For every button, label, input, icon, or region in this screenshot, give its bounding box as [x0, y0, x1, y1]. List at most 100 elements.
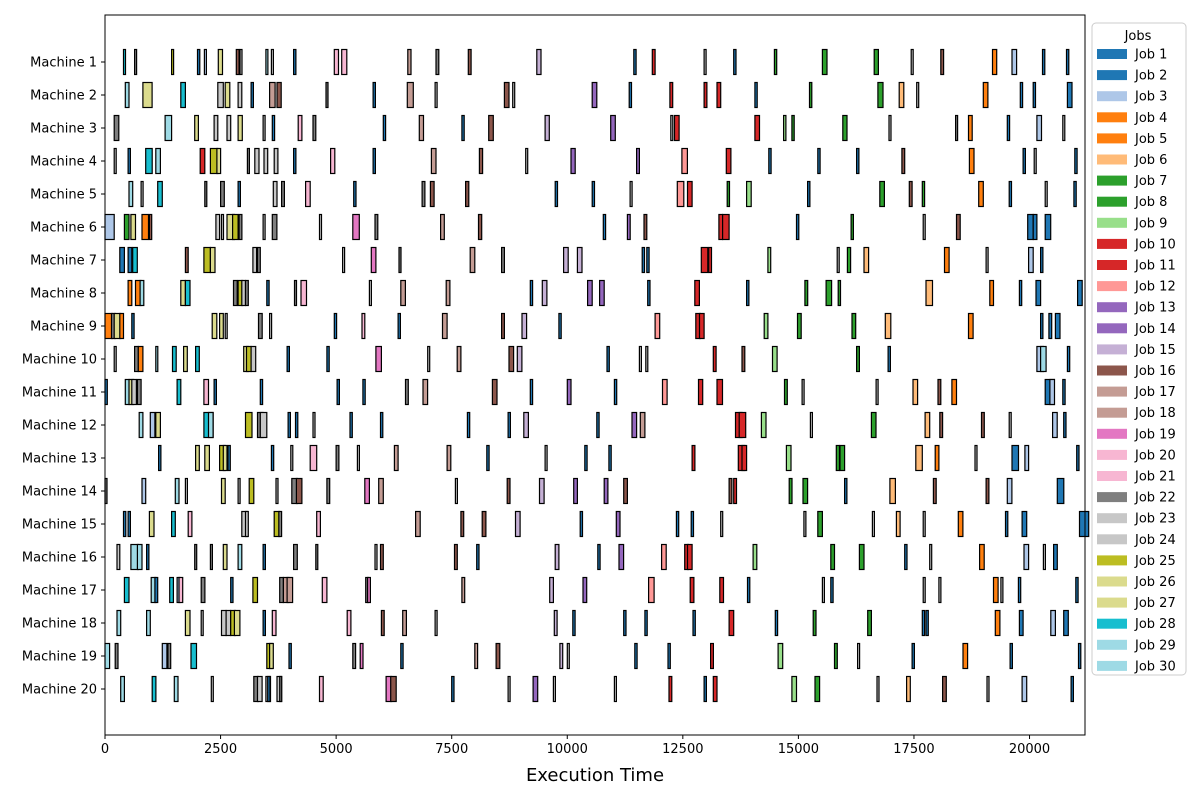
- task-bar-job-6: [889, 477, 897, 505]
- task-bar-job-25: [248, 477, 255, 505]
- task-bar-job-23: [116, 543, 121, 571]
- task-bar-job-8: [783, 378, 788, 406]
- task-bar-job-24: [254, 147, 260, 175]
- task-bar-job-21: [187, 510, 193, 538]
- task-bar-job-5: [992, 576, 999, 604]
- plot-frame: [104, 14, 1086, 736]
- task-bar-job-1: [733, 48, 737, 76]
- task-bar-job-22: [293, 543, 298, 571]
- task-bar-job-2: [1044, 213, 1052, 241]
- task-bar-job-7: [802, 477, 809, 505]
- task-bar-job-16: [955, 213, 961, 241]
- task-bar-job-1: [911, 642, 915, 670]
- task-bar-job-1: [774, 609, 779, 637]
- task-bar-job-26: [217, 48, 224, 76]
- task-bar-job-8: [855, 345, 860, 373]
- task-bar-job-23: [922, 510, 926, 538]
- task-bar-job-6: [895, 510, 901, 538]
- task-bar-job-23: [270, 48, 274, 76]
- task-bar-job-17: [474, 642, 479, 670]
- task-bar-job-15: [553, 609, 558, 637]
- task-bar-job-2: [1063, 609, 1069, 637]
- task-bar-job-16: [495, 642, 501, 670]
- task-bar-job-15: [544, 114, 550, 142]
- task-bar-job-13: [582, 576, 588, 604]
- task-bar-job-10: [669, 81, 674, 109]
- task-bar-job-5: [934, 444, 940, 472]
- task-bar-job-1: [1066, 345, 1071, 373]
- task-bar-job-23: [290, 444, 294, 472]
- task-bar-job-5: [127, 279, 133, 307]
- task-bar-job-29: [237, 543, 243, 571]
- task-bar-job-15: [516, 345, 523, 373]
- y-tick-label: Machine 16: [22, 551, 97, 566]
- task-bar-job-25: [245, 345, 252, 373]
- task-bar-job-12: [681, 147, 689, 175]
- y-tick-label: Machine 7: [30, 254, 97, 269]
- task-bar-job-23: [259, 411, 268, 439]
- task-bar-job-9: [771, 345, 778, 373]
- task-bar-job-10: [719, 576, 725, 604]
- task-bar-job-23: [525, 147, 529, 175]
- task-bar-job-27: [269, 642, 274, 670]
- task-bar-job-15: [559, 642, 564, 670]
- task-bar-job-23: [645, 345, 649, 373]
- legend-swatch: [1097, 449, 1127, 460]
- task-bar-job-24: [263, 147, 269, 175]
- legend-swatch: [1097, 555, 1127, 566]
- task-bar-job-19: [367, 576, 372, 604]
- task-bar-job-3: [1036, 114, 1043, 142]
- task-bar-job-16: [429, 180, 435, 208]
- legend-swatch: [1097, 260, 1127, 270]
- task-bar-job-23: [985, 246, 989, 274]
- task-bar-job-23: [507, 675, 511, 703]
- y-axis: Machine 1 Machine 2 Machine 3 Machine 4 Mach…: [22, 56, 105, 698]
- task-bar-job-18: [286, 576, 294, 604]
- task-bar-job-23: [876, 675, 880, 703]
- task-bar-job-23: [1033, 147, 1037, 175]
- task-bar-job-16: [937, 378, 942, 406]
- legend-label: Job 11: [1134, 259, 1176, 274]
- task-bar-job-15: [514, 510, 521, 538]
- task-bar-job-22: [167, 642, 172, 670]
- task-bar-job-29: [116, 609, 122, 637]
- task-bar-job-1: [634, 642, 638, 670]
- task-bar-job-22: [194, 543, 198, 571]
- task-bar-job-9: [767, 246, 772, 274]
- task-bar-job-11: [686, 543, 693, 571]
- task-bar-job-7: [873, 48, 880, 76]
- task-bar-job-3: [1027, 246, 1034, 274]
- task-bar-job-1: [466, 411, 471, 439]
- task-bar-job-22: [954, 114, 959, 142]
- task-bar-job-23: [629, 180, 633, 208]
- x-axis: 0 2500 5000 7500 10000 12500 15000 17500 20000: [101, 735, 1050, 757]
- task-bar-job-4: [957, 510, 964, 538]
- task-bar-job-22: [279, 675, 283, 703]
- task-bar-job-16: [908, 180, 913, 208]
- task-bar-job-2: [1018, 609, 1024, 637]
- task-bar-job-14: [626, 213, 631, 241]
- task-bar-job-1: [597, 543, 601, 571]
- task-bar-job-20: [300, 279, 308, 307]
- task-bar-job-17: [418, 114, 425, 142]
- task-bar-job-23: [1042, 543, 1047, 571]
- task-bar-job-23: [356, 444, 360, 472]
- task-bar-job-29: [128, 180, 134, 208]
- legend-swatch: [1097, 281, 1127, 292]
- task-bar-job-10: [754, 114, 761, 142]
- task-bar-job-23: [252, 246, 258, 274]
- task-bar-job-23: [888, 114, 892, 142]
- task-bar-job-17: [407, 48, 412, 76]
- task-bar-job-1: [353, 180, 357, 208]
- legend-label: Job 26: [1134, 575, 1176, 590]
- task-bar-job-29: [265, 48, 269, 76]
- task-bar-job-29: [138, 411, 144, 439]
- task-bar-job-3: [1050, 609, 1057, 637]
- task-bar-job-1: [266, 279, 270, 307]
- task-bar-job-10: [738, 411, 747, 439]
- task-bar-job-27: [237, 114, 243, 142]
- task-bar-job-5: [943, 246, 950, 274]
- task-bar-job-29: [120, 675, 125, 703]
- task-bar-job-3: [1011, 48, 1018, 76]
- legend-swatch: [1097, 492, 1127, 503]
